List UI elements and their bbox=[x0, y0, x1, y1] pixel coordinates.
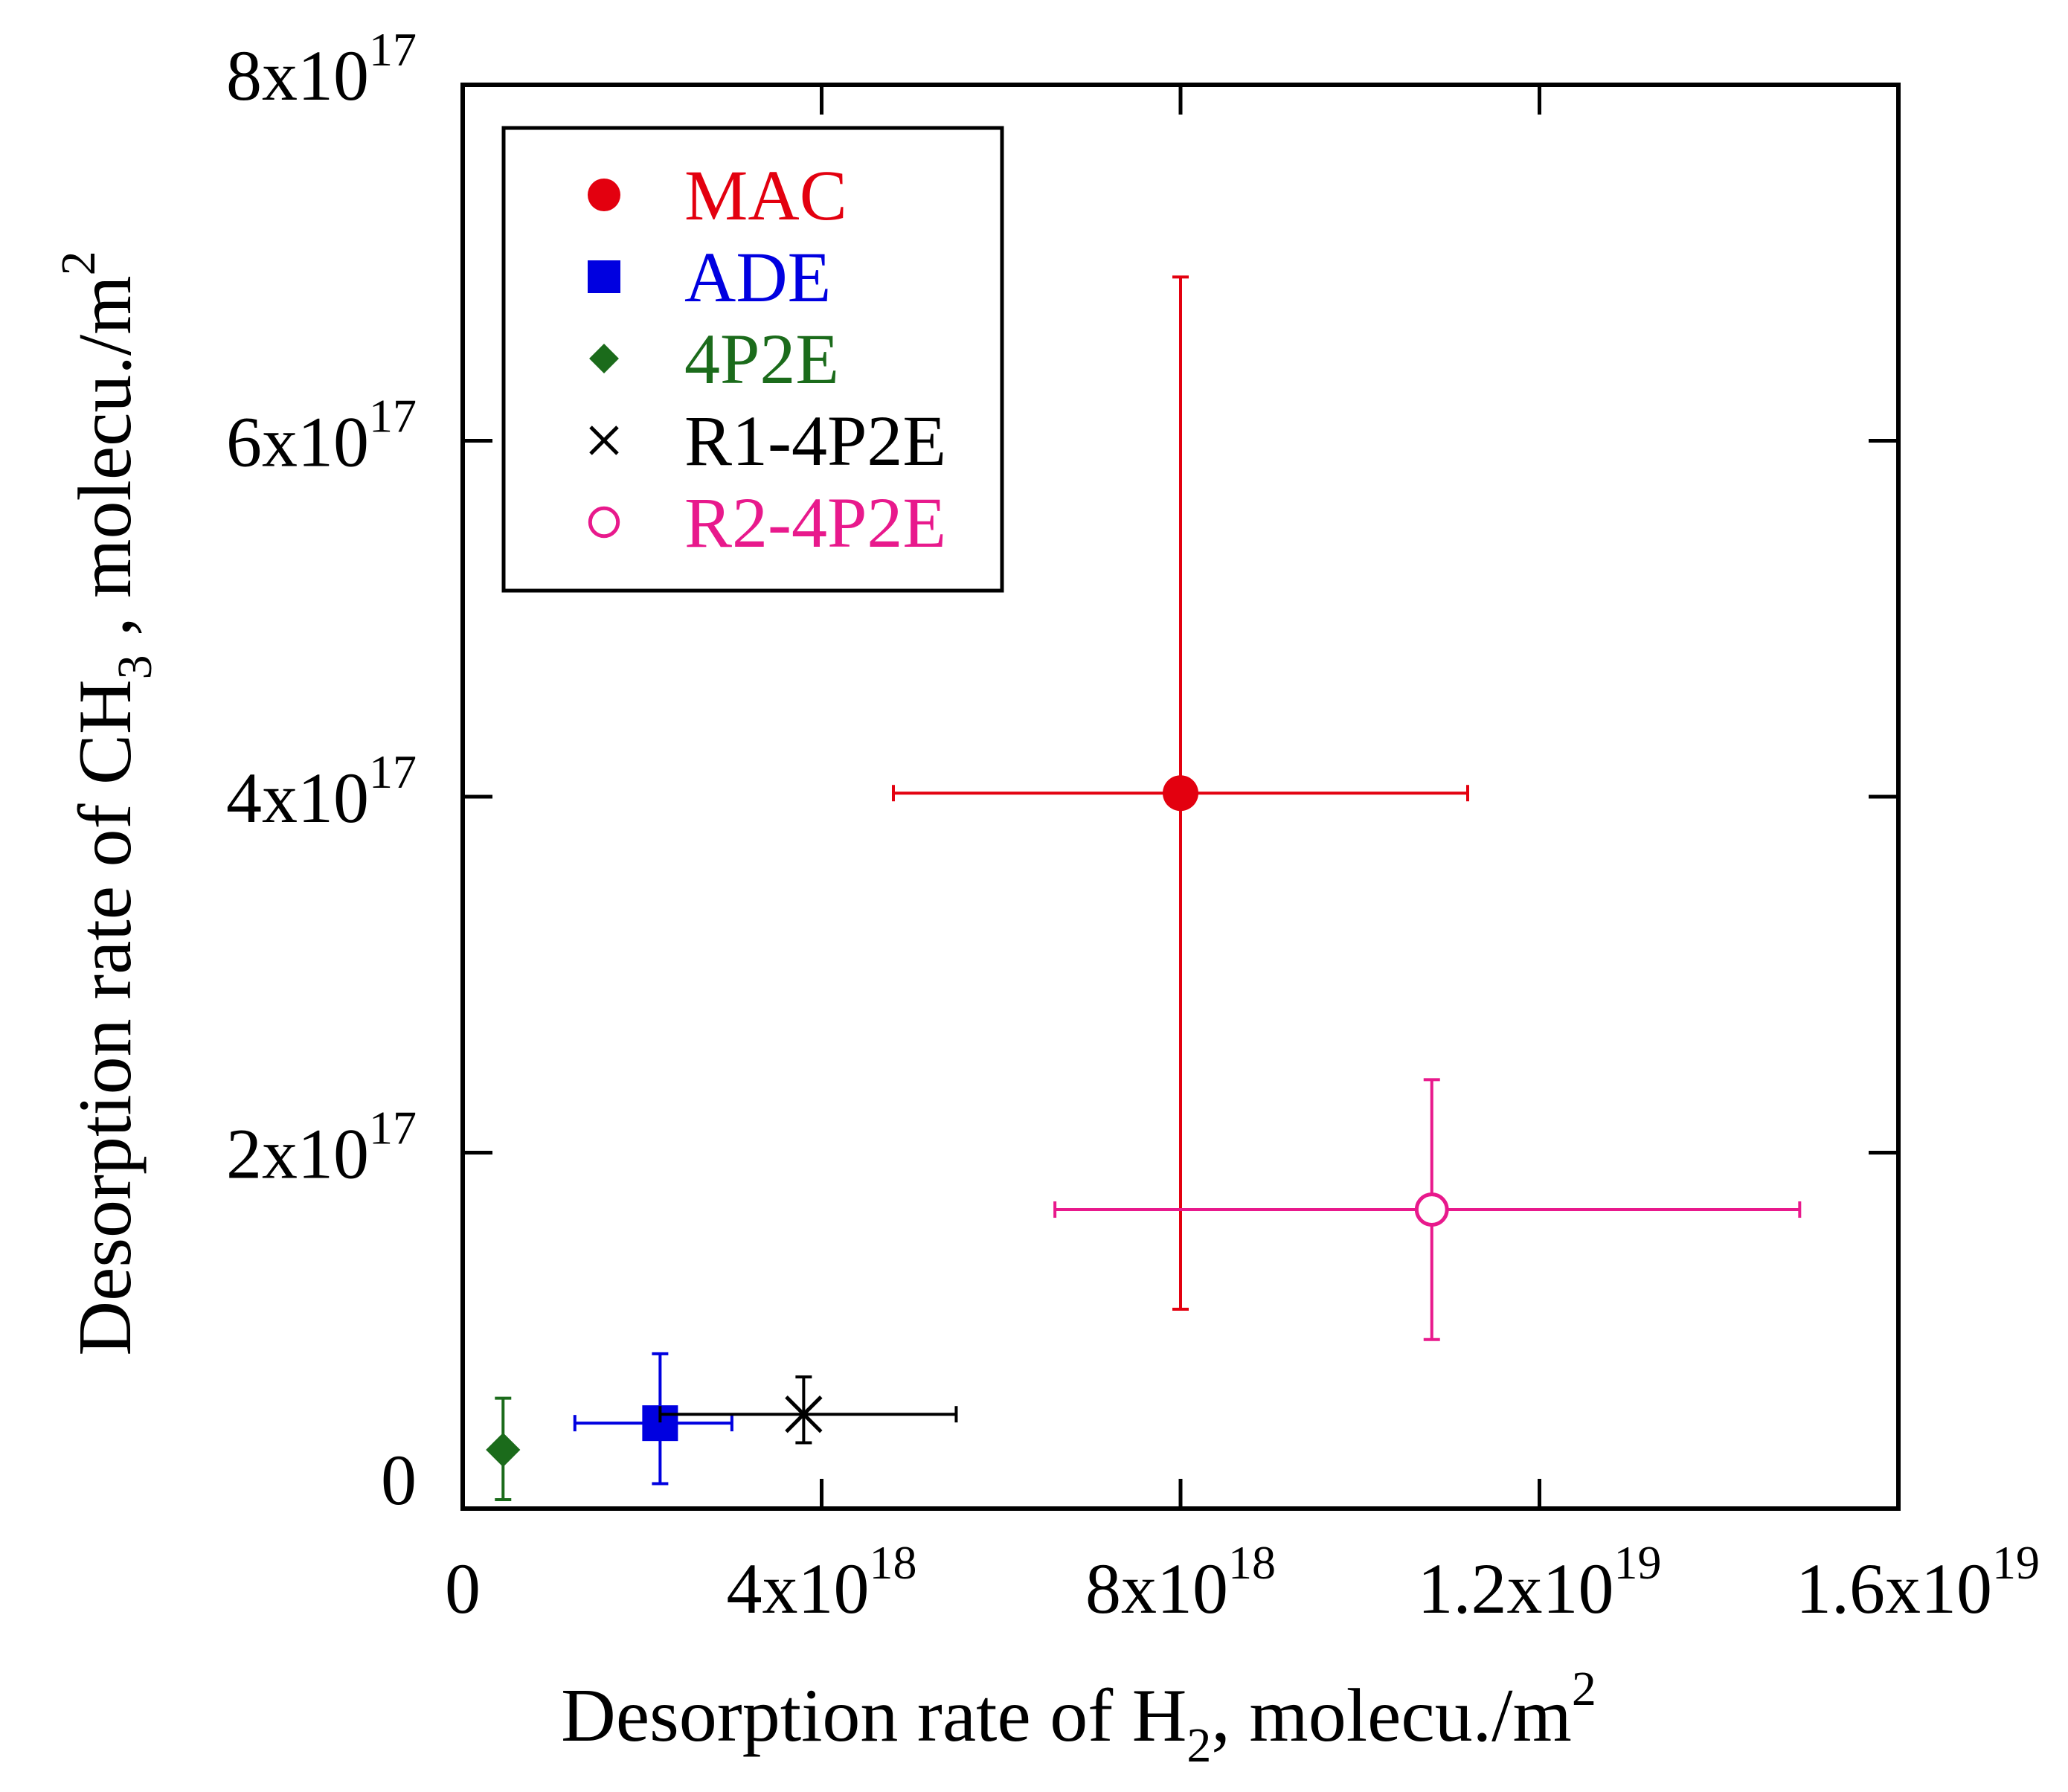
series-ade bbox=[573, 1352, 733, 1486]
y-tick-mantissa: 4x10 bbox=[226, 758, 369, 838]
series-4p2e bbox=[486, 1396, 521, 1502]
x-axis-title-sup: 2 bbox=[1572, 1662, 1596, 1716]
x-tick-mantissa: 0 bbox=[445, 1549, 481, 1628]
y-tick-exponent: 17 bbox=[369, 390, 417, 443]
marker-x-stroke bbox=[589, 425, 619, 455]
marker-filled-square bbox=[588, 260, 620, 293]
legend-box bbox=[501, 126, 1004, 593]
y-tick-label: 2x1017 bbox=[226, 1102, 417, 1194]
y-tick-label: 8x1017 bbox=[226, 23, 417, 115]
legend-item-r2-4p2e: R2-4P2E bbox=[588, 483, 946, 562]
legend-item-mac: MAC bbox=[588, 155, 847, 235]
x-tick-exponent: 19 bbox=[1992, 1536, 2040, 1589]
axis-ticks: 0 4x1018 8x1018 1.2x1019 1.6x101902x10174x10… bbox=[226, 23, 2040, 1628]
y-axis-title: Desorption rate of CH3 , molecu./m2 bbox=[51, 251, 162, 1355]
x-tick-exponent: 19 bbox=[1614, 1536, 1662, 1589]
y-tick-label: 0 bbox=[381, 1440, 417, 1520]
x-tick-label: 1.2x1019 bbox=[1418, 1536, 1662, 1628]
legend-item-4p2e: 4P2E bbox=[589, 319, 839, 399]
y-tick-mantissa: 8x10 bbox=[226, 36, 369, 115]
y-tick-label: 4x1017 bbox=[226, 745, 417, 838]
marker-x-stroke bbox=[785, 1396, 823, 1433]
x-axis-title-sub: 2 bbox=[1186, 1718, 1211, 1773]
y-tick-exponent: 17 bbox=[369, 745, 417, 798]
x-tick-exponent: 18 bbox=[870, 1536, 917, 1589]
y-tick-label: 6x1017 bbox=[226, 390, 417, 482]
x-tick-label: 8x1018 bbox=[1085, 1536, 1276, 1628]
y-tick-mantissa: 2x10 bbox=[226, 1114, 369, 1194]
legend-item-ade: ADE bbox=[588, 237, 831, 317]
legend-label: 4P2E bbox=[684, 319, 839, 399]
x-tick-label: 4x1018 bbox=[727, 1536, 917, 1628]
data-series bbox=[486, 275, 1802, 1502]
y-tick-exponent: 17 bbox=[369, 23, 417, 76]
y-axis-title-sub: 3 bbox=[108, 655, 162, 679]
y-tick-mantissa: 0 bbox=[381, 1440, 417, 1520]
marker-open-circle bbox=[588, 506, 620, 539]
x-tick-mantissa: 8x10 bbox=[1085, 1549, 1228, 1628]
marker-filled-diamond bbox=[486, 1432, 521, 1468]
x-tick-mantissa: 1.2x10 bbox=[1418, 1549, 1614, 1628]
y-tick-mantissa: 6x10 bbox=[226, 402, 369, 482]
marker-filled-diamond bbox=[589, 344, 619, 373]
x-tick-mantissa: 4x10 bbox=[727, 1549, 870, 1628]
series-r1-4p2e bbox=[658, 1375, 958, 1445]
y-axis-title-rest: , molecu./m bbox=[63, 275, 147, 655]
marker-filled-circle bbox=[588, 179, 620, 211]
legend-label: ADE bbox=[684, 237, 831, 317]
series-r2-4p2e bbox=[1053, 1078, 1802, 1341]
y-tick-exponent: 17 bbox=[369, 1102, 417, 1154]
legend-label: MAC bbox=[684, 155, 847, 235]
x-axis-title: Desorption rate of H2, molecu./m2 bbox=[561, 1662, 1596, 1773]
legend-item-r1-4p2e: R1-4P2E bbox=[589, 401, 946, 481]
x-axis-title-rest: , molecu./m bbox=[1211, 1674, 1571, 1758]
y-axis-title-sup: 2 bbox=[51, 251, 106, 275]
legend-label: R2-4P2E bbox=[684, 483, 946, 562]
marker-filled-circle bbox=[1163, 775, 1198, 812]
x-tick-label: 1.6x1019 bbox=[1796, 1536, 2040, 1628]
x-tick-mantissa: 1.6x10 bbox=[1796, 1549, 1992, 1628]
x-tick-label: 0 bbox=[445, 1549, 481, 1628]
x-tick-exponent: 18 bbox=[1228, 1536, 1276, 1589]
legend-label: R1-4P2E bbox=[684, 401, 946, 481]
y-axis-title-main: Desorption rate of CH bbox=[63, 679, 147, 1355]
x-axis-title-main: Desorption rate of H bbox=[561, 1674, 1186, 1758]
series-mac bbox=[892, 275, 1469, 1311]
marker-open-circle bbox=[1414, 1192, 1449, 1227]
